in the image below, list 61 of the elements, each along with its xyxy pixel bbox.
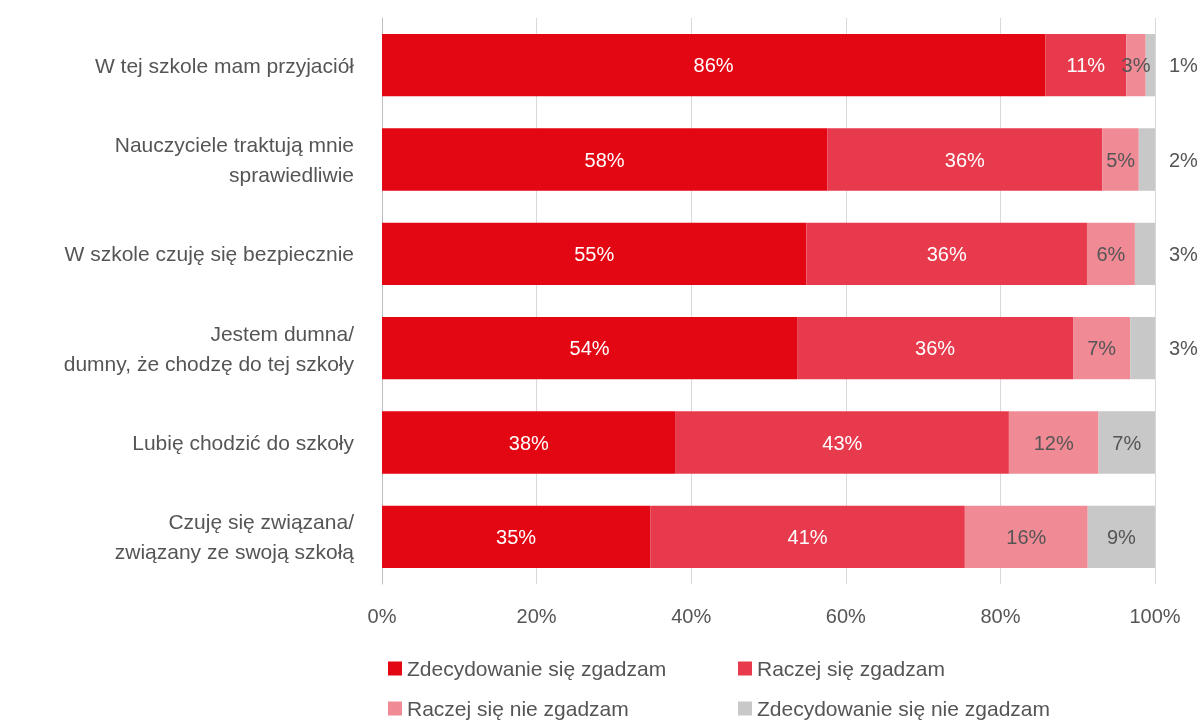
bar — [382, 34, 1046, 97]
bar — [382, 317, 798, 380]
data-label: 6% — [1096, 242, 1126, 265]
bar — [1138, 128, 1155, 191]
bar — [1130, 317, 1155, 380]
y-tick-label: Jestem dumna/ dumny, że chodzę do tej szkoły — [63, 321, 355, 375]
data-label: 41% — [787, 525, 828, 548]
data-label: 16% — [1006, 525, 1047, 548]
bar — [1098, 411, 1155, 474]
bar — [675, 411, 1009, 474]
data-label: 3% — [1121, 54, 1151, 77]
legend-label: Zdecydowanie się nie zgadzam — [757, 697, 1050, 720]
bar — [382, 222, 807, 285]
data-label: 2% — [1169, 148, 1199, 171]
x-tick-label: 80% — [980, 605, 1021, 627]
data-label: 9% — [1106, 525, 1137, 548]
bar — [382, 505, 651, 568]
data-label: 54% — [569, 337, 610, 360]
legend-label: Zdecydowanie się zgadzam — [407, 657, 667, 680]
bar — [1102, 128, 1139, 191]
data-label: 36% — [915, 337, 956, 360]
x-tick-label: 0% — [367, 605, 397, 627]
data-label: 7% — [1087, 337, 1117, 360]
legend-label: Raczej się zgadzam — [757, 657, 945, 680]
y-tick-label: Lubię chodzić do szkoły — [132, 431, 355, 454]
data-label: 38% — [508, 431, 550, 454]
y-tick-label: Nauczyciele traktują mnie sprawiedliwie — [114, 133, 354, 186]
bar — [1073, 317, 1131, 380]
bar — [1008, 411, 1099, 474]
data-label: 43% — [822, 431, 863, 454]
data-label: 11% — [1066, 54, 1106, 77]
data-label: 3% — [1169, 337, 1199, 360]
bar — [1087, 505, 1155, 568]
bar — [964, 505, 1088, 568]
legend-label: Raczej się nie zgadzam — [407, 697, 629, 720]
bar — [650, 505, 965, 568]
data-label: 3% — [1169, 242, 1199, 265]
bar — [1086, 222, 1135, 285]
y-tick-label: Czuję się związana/ związany ze swoją szkołą — [114, 510, 355, 564]
bar — [382, 128, 828, 191]
bar — [827, 128, 1103, 191]
data-label: 86% — [693, 54, 734, 77]
data-label: 12% — [1033, 431, 1074, 454]
data-label: 1% — [1169, 54, 1199, 77]
data-label: 36% — [926, 242, 967, 265]
y-tick-label: W tej szkole mam przyjaciół — [94, 53, 355, 77]
x-tick-label: 20% — [516, 605, 557, 627]
x-tick-label: 100% — [1129, 605, 1181, 627]
data-label: 7% — [1112, 431, 1142, 454]
bar — [797, 317, 1074, 380]
x-tick-label: 40% — [671, 605, 712, 627]
data-label: 36% — [944, 148, 986, 171]
x-tick-label: 60% — [825, 605, 867, 627]
data-label: 58% — [584, 148, 625, 171]
y-tick-label: W szkole czuję się bezpiecznie — [64, 242, 354, 266]
data-label: 5% — [1106, 148, 1136, 171]
bar — [806, 222, 1087, 285]
data-label: 35% — [496, 525, 537, 548]
bar — [1134, 222, 1155, 285]
bar — [382, 411, 676, 474]
data-label: 55% — [574, 242, 615, 265]
